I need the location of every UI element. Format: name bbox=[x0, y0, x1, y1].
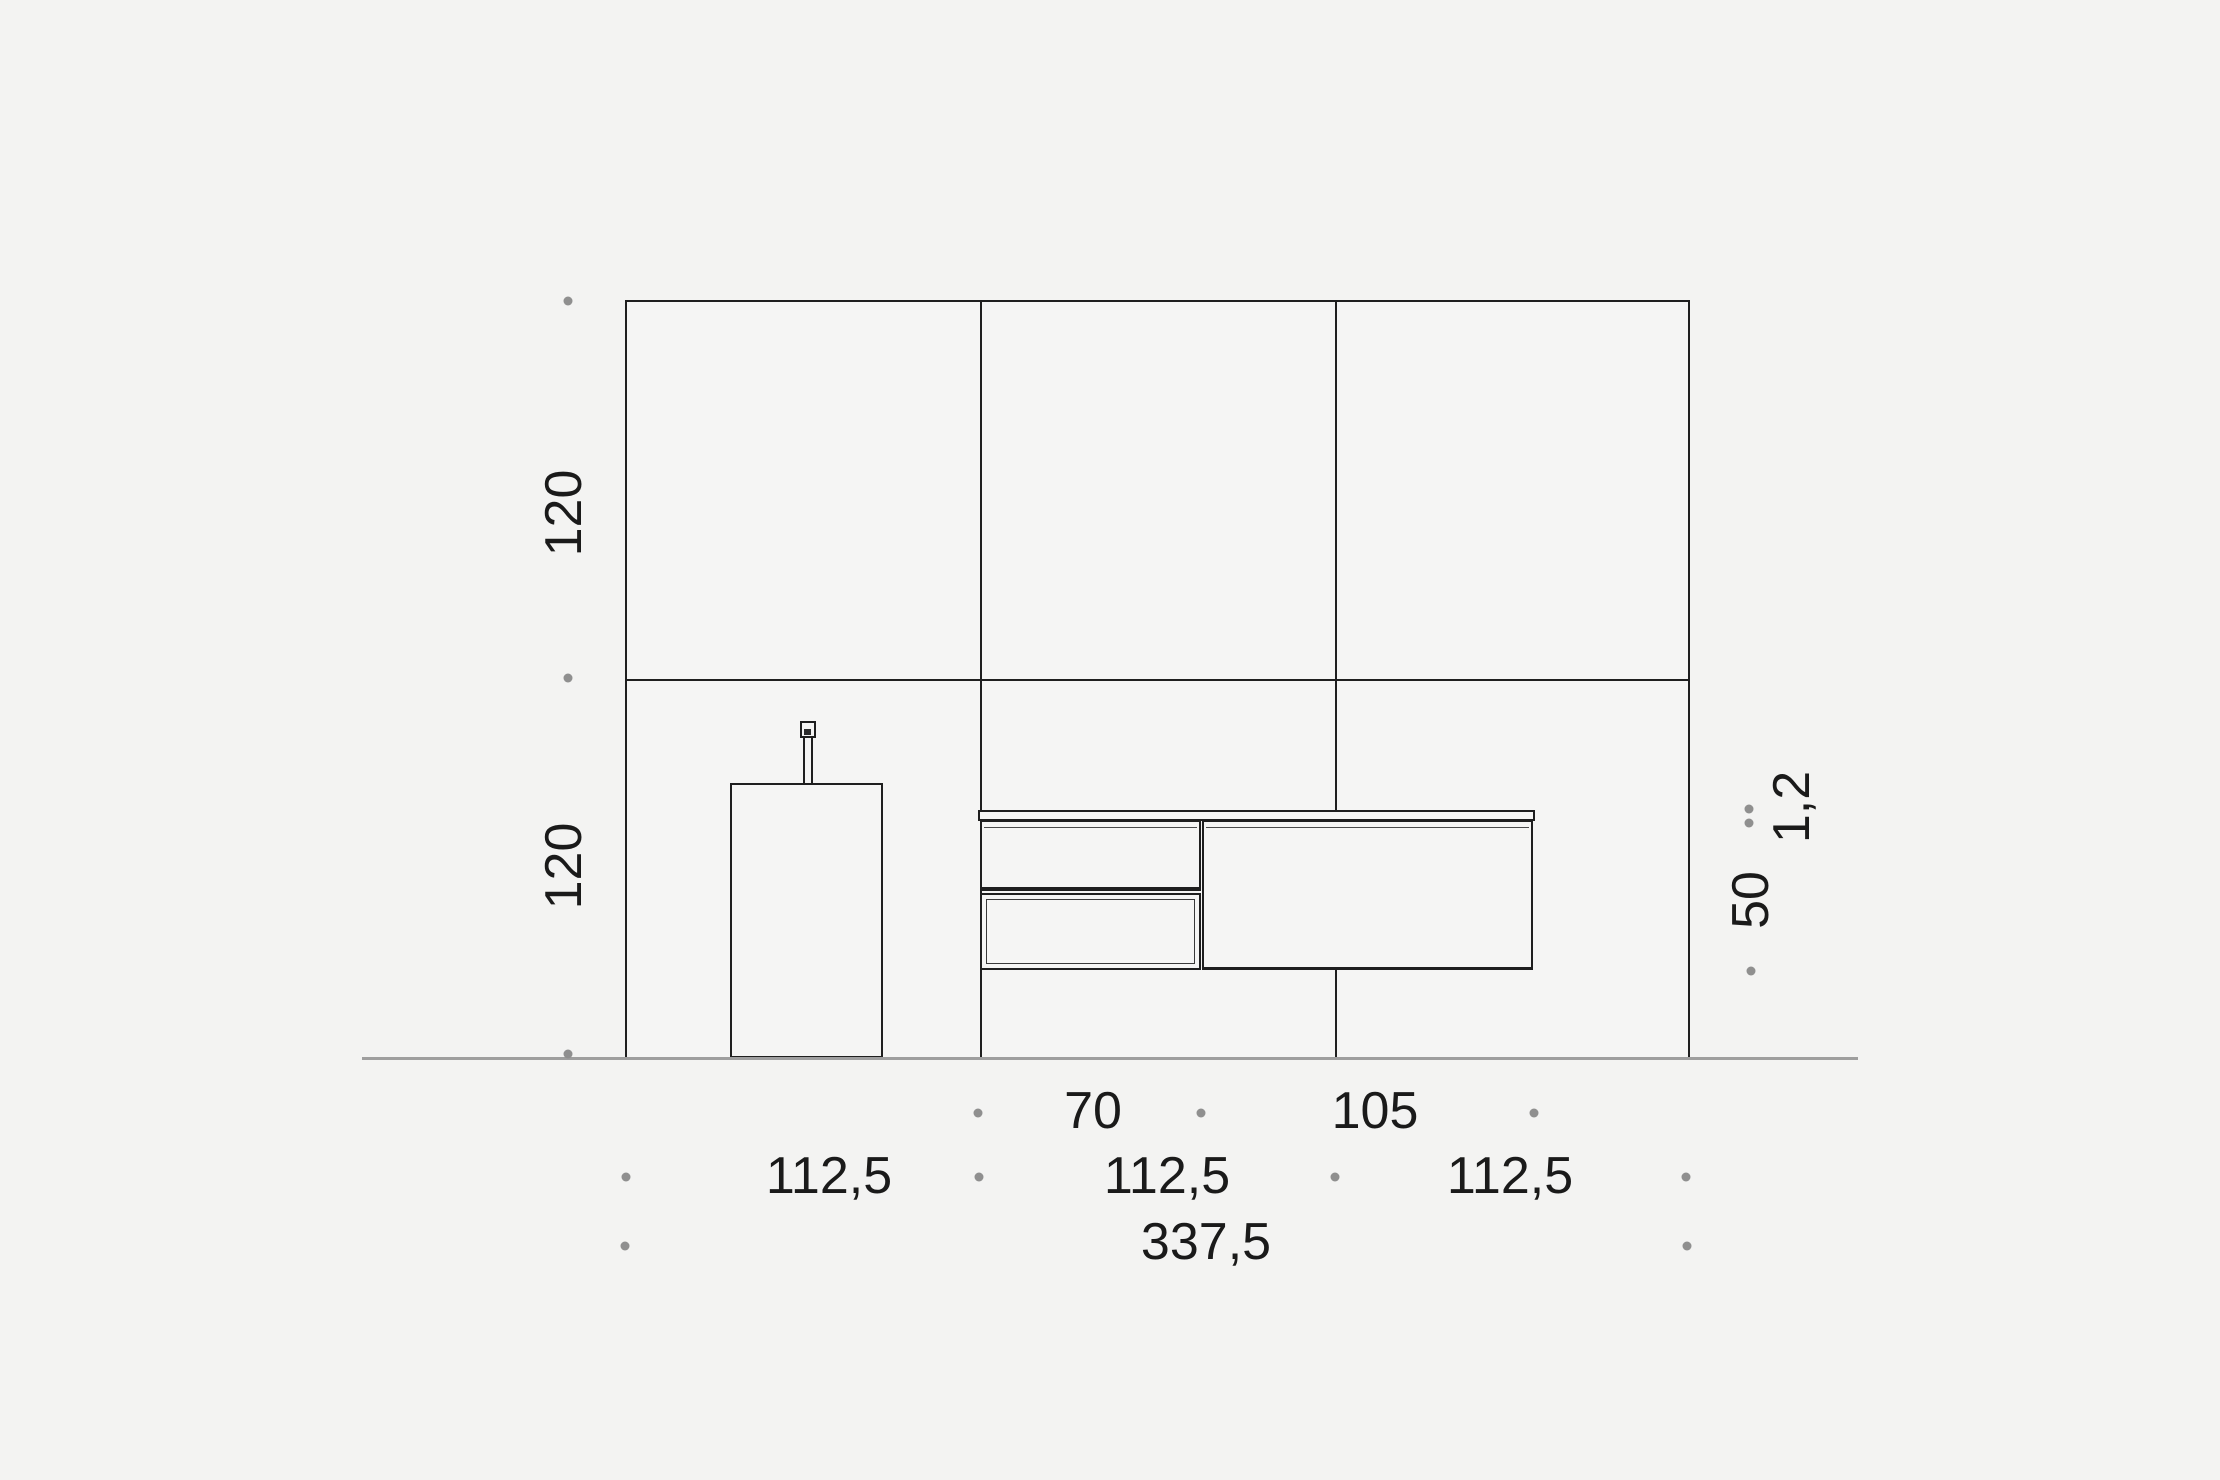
dimension-dot bbox=[973, 1108, 983, 1118]
dimension-dot bbox=[1682, 1241, 1692, 1251]
vanity-drawer-lower-panel bbox=[986, 899, 1195, 964]
dimension-dot bbox=[563, 673, 573, 683]
dim-label-drawer-width: 70 bbox=[1064, 1082, 1122, 1140]
dimension-dot bbox=[1330, 1172, 1340, 1182]
dimension-dot bbox=[621, 1172, 631, 1182]
dimension-dot bbox=[974, 1172, 984, 1182]
door-gap-line bbox=[1206, 827, 1529, 828]
dimension-dot bbox=[1196, 1108, 1206, 1118]
dim-label-countertop-thickness: 1,2 bbox=[1763, 770, 1821, 844]
faucet-aerator bbox=[804, 729, 811, 735]
dim-label-wall-height-lower: 120 bbox=[535, 822, 593, 910]
dimension-dot bbox=[620, 1241, 630, 1251]
vanity-drawer-lower bbox=[980, 893, 1201, 970]
dimension-dot bbox=[563, 296, 573, 306]
dim-label-vanity-height: 50 bbox=[1722, 871, 1780, 929]
dim-label-panel-3: 112,5 bbox=[1446, 1147, 1574, 1205]
dim-label-panel-1: 112,5 bbox=[765, 1147, 893, 1205]
pedestal-basin bbox=[730, 783, 883, 1058]
dimension-dot bbox=[563, 1049, 573, 1059]
dim-label-panel-2: 112,5 bbox=[1103, 1147, 1231, 1205]
dimension-dot bbox=[1529, 1108, 1539, 1118]
dim-label-total-width: 337,5 bbox=[1140, 1213, 1272, 1271]
drawer-gap-line bbox=[984, 827, 1197, 828]
faucet bbox=[803, 736, 813, 783]
dim-label-wall-height-upper: 120 bbox=[535, 469, 593, 557]
dim-label-door-width: 105 bbox=[1331, 1082, 1419, 1140]
vanity-door bbox=[1202, 820, 1533, 970]
dimension-dot bbox=[1744, 818, 1754, 828]
wall-divider-horizontal bbox=[625, 679, 1690, 681]
dimension-dot bbox=[1681, 1172, 1691, 1182]
vanity-drawer-upper bbox=[980, 820, 1201, 891]
dimension-dot bbox=[1746, 966, 1756, 976]
dimension-dot bbox=[1744, 804, 1754, 814]
floor-line bbox=[362, 1057, 1858, 1060]
